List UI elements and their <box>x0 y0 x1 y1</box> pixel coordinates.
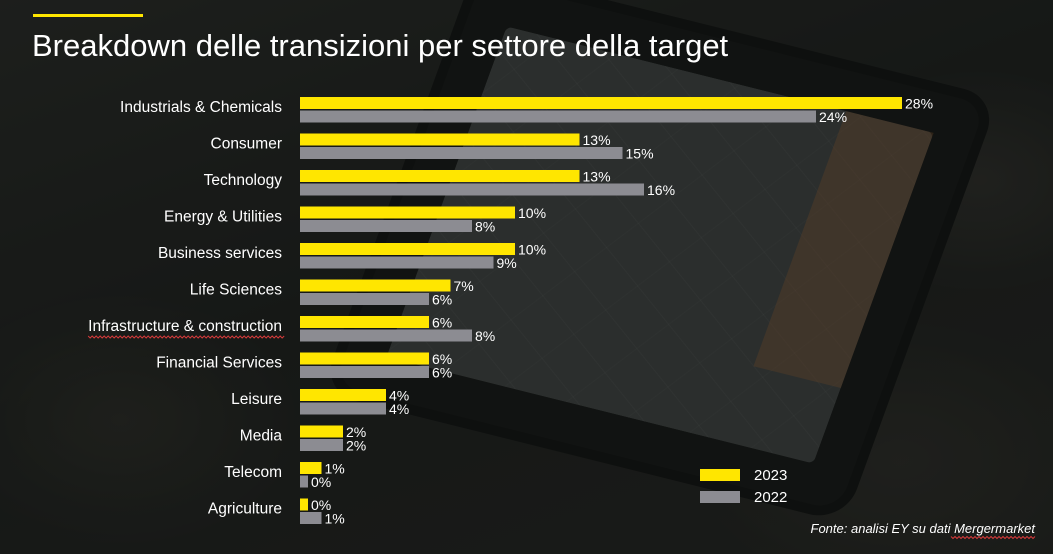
value-label-2023-life-sciences: 7% <box>454 278 474 294</box>
bar-2022-consumer <box>300 147 623 159</box>
bar-2022-infrastructure-construction <box>300 329 472 342</box>
value-label-2023-agriculture: 0% <box>311 497 331 513</box>
bar-2022-energy-utilities <box>300 220 472 232</box>
value-label-2022-consumer: 15% <box>626 146 654 162</box>
source-note: Fonte: analisi EY su dati Mergermarket <box>810 521 1035 536</box>
value-label-2023-business-services: 10% <box>518 242 546 258</box>
title-accent-line <box>33 14 143 17</box>
value-label-2023-energy-utilities: 10% <box>518 205 546 221</box>
spellcheck-underline <box>87 335 285 339</box>
bar-2023-media <box>300 425 343 438</box>
value-label-2022-industrials-chemicals: 24% <box>819 109 847 125</box>
bar-2022-life-sciences <box>300 293 429 305</box>
bar-2022-agriculture <box>300 512 322 524</box>
bar-2022-leisure <box>300 402 386 415</box>
legend-item-2023: 2023 <box>700 464 787 486</box>
value-label-2022-media: 2% <box>346 438 366 454</box>
value-label-2023-leisure: 4% <box>389 388 409 404</box>
category-label-media: Media <box>240 428 283 445</box>
value-label-2022-energy-utilities: 8% <box>475 219 495 235</box>
value-label-2023-financial-services: 6% <box>432 351 452 367</box>
bar-2023-life-sciences <box>300 279 451 292</box>
category-label-business-services: Business services <box>158 245 282 262</box>
value-label-2022-financial-services: 6% <box>432 365 452 381</box>
category-label-agriculture: Agriculture <box>208 501 282 518</box>
category-label-energy-utilities: Energy & Utilities <box>164 209 282 226</box>
bar-2022-telecom <box>300 475 308 488</box>
value-label-2022-business-services: 9% <box>497 255 517 271</box>
value-label-2022-telecom: 0% <box>311 474 331 490</box>
value-label-2022-agriculture: 1% <box>325 511 345 527</box>
bar-2023-leisure <box>300 389 386 401</box>
value-label-2023-consumer: 13% <box>583 132 611 148</box>
value-label-2022-leisure: 4% <box>389 401 409 417</box>
bar-2023-agriculture <box>300 498 308 511</box>
bar-2023-business-services <box>300 243 515 255</box>
bar-2022-industrials-chemicals <box>300 110 816 123</box>
bar-2023-industrials-chemicals <box>300 97 902 109</box>
value-label-2023-technology: 13% <box>583 169 611 185</box>
category-label-industrials-chemicals: Industrials & Chemicals <box>120 99 282 116</box>
chart-legend: 2023 2022 <box>700 464 787 508</box>
bar-2023-energy-utilities <box>300 206 515 219</box>
legend-item-2022: 2022 <box>700 486 787 508</box>
category-label-technology: Technology <box>204 172 283 189</box>
category-label-infrastructure-construction: Infrastructure & construction <box>88 318 282 335</box>
bar-2023-technology <box>300 170 580 182</box>
value-label-2023-industrials-chemicals: 28% <box>905 96 933 112</box>
category-label-consumer: Consumer <box>211 136 283 153</box>
bar-2023-consumer <box>300 133 580 146</box>
bar-2022-financial-services <box>300 366 429 378</box>
spellcheck-underline-source <box>950 535 1036 540</box>
bar-2023-telecom <box>300 462 322 474</box>
value-label-2023-telecom: 1% <box>325 461 345 477</box>
bar-2022-media <box>300 439 343 451</box>
bar-2022-technology <box>300 183 644 196</box>
value-label-2022-technology: 16% <box>647 182 675 198</box>
category-label-leisure: Leisure <box>231 391 282 408</box>
legend-swatch-2023 <box>700 469 740 481</box>
legend-label-2022: 2022 <box>754 488 788 506</box>
bar-2023-financial-services <box>300 352 429 365</box>
value-label-2022-infrastructure-construction: 8% <box>475 328 495 344</box>
bar-2022-business-services <box>300 256 494 269</box>
bar-2023-infrastructure-construction <box>300 316 429 328</box>
category-label-telecom: Telecom <box>224 464 282 481</box>
value-label-2023-media: 2% <box>346 424 366 440</box>
category-label-financial-services: Financial Services <box>156 355 282 372</box>
category-label-life-sciences: Life Sciences <box>190 282 282 299</box>
value-label-2022-life-sciences: 6% <box>432 292 452 308</box>
value-label-2023-infrastructure-construction: 6% <box>432 315 452 331</box>
chart-title: Breakdown delle transizioni per settore … <box>32 28 729 63</box>
legend-swatch-2022 <box>700 491 740 503</box>
legend-label-2023: 2023 <box>754 466 788 484</box>
